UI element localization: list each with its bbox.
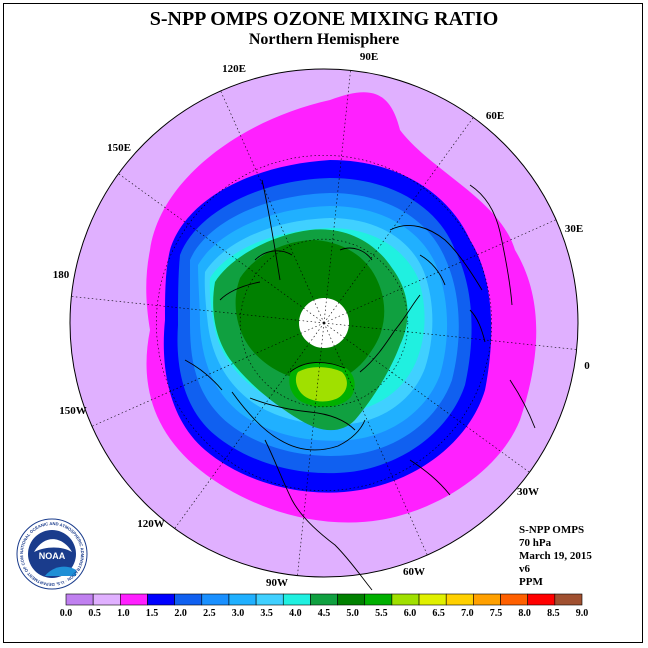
colorbar-swatch xyxy=(554,593,583,606)
colorbar-swatch xyxy=(445,593,474,606)
map-subtitle: Northern Hemisphere xyxy=(248,31,400,48)
colorbar-tick-label: 4.5 xyxy=(317,608,331,619)
colorbar-swatch xyxy=(65,593,94,606)
lon-label-60e: 60E xyxy=(485,110,505,122)
colorbar-tick-label: 6.5 xyxy=(432,608,445,619)
colorbar-swatch xyxy=(147,593,175,606)
noaa-logo: NOAA NATIONAL OCEANIC AND ATMOSPHERIC AD… xyxy=(16,518,88,590)
lon-label-150w: 150W xyxy=(59,405,87,417)
colorbar-swatch xyxy=(500,593,528,606)
colorbar-tick-label: 2.5 xyxy=(203,608,216,619)
info-version: v6 xyxy=(519,563,530,575)
colorbar-tick-label: 4.0 xyxy=(289,608,302,619)
latitude-circle-1 xyxy=(239,238,409,408)
colorbar-tick-label: 5.0 xyxy=(346,608,359,619)
colorbar-tick-label: 0.5 xyxy=(88,608,101,619)
colorbar-swatch xyxy=(120,593,148,606)
lon-label-90e: 90E xyxy=(359,51,379,63)
colorbar-swatch xyxy=(527,593,556,606)
colorbar-tick-label: 2.0 xyxy=(174,608,187,619)
colorbar-tick-label: 3.5 xyxy=(260,608,273,619)
lon-label-180: 180 xyxy=(52,269,70,281)
colorbar-swatch xyxy=(310,593,338,606)
lon-label-120w: 120W xyxy=(137,518,165,530)
colorbar-tick-label: 3.0 xyxy=(231,608,245,619)
colorbar-swatch xyxy=(337,593,366,606)
info-instrument: S-NPP OMPS xyxy=(519,524,585,536)
colorbar-tick-label: 1.0 xyxy=(117,608,130,619)
lon-label-0: 0 xyxy=(584,360,590,372)
colorbar-swatch xyxy=(92,593,121,606)
figure-frame xyxy=(3,3,643,643)
colorbar-tick-label: 6.0 xyxy=(403,608,417,619)
lon-label-120e: 120E xyxy=(222,63,246,75)
info-date: March 19, 2015 xyxy=(519,550,592,562)
colorbar-tick-label: 1.5 xyxy=(145,608,159,619)
colorbar-tick-label: 7.0 xyxy=(461,608,474,619)
ozone-field xyxy=(146,92,537,523)
map-border xyxy=(69,68,579,578)
band-6-0 xyxy=(295,367,347,402)
colorbar-swatch xyxy=(391,593,420,606)
colorbar-swatch xyxy=(364,593,393,606)
colorbar-tick-label: 9.0 xyxy=(575,608,589,619)
colorbar-tick-label: 7.5 xyxy=(489,608,503,619)
info-units: PPM xyxy=(519,576,543,588)
lon-label-30w: 30W xyxy=(517,486,539,498)
colorbar-tick-label: 0.0 xyxy=(59,608,73,619)
colorbar-swatch xyxy=(473,593,501,606)
colorbar-swatch xyxy=(282,593,311,606)
lon-label-30e: 30E xyxy=(564,223,584,235)
map-title: S-NPP OMPS OZONE MIXING RATIO xyxy=(149,8,499,30)
colorbar-tick-label: 8.0 xyxy=(518,608,531,619)
colorbar-swatch xyxy=(228,593,257,606)
lon-label-150e: 150E xyxy=(107,142,131,154)
latitude-circle-2 xyxy=(156,155,492,491)
colorbar-swatch xyxy=(174,593,203,606)
colorbar-tick-label: 8.5 xyxy=(547,608,560,619)
colorbar-swatch xyxy=(255,593,284,606)
lon-label-60w: 60W xyxy=(403,566,425,578)
lon-label-90w: 90W xyxy=(266,577,288,589)
graticule xyxy=(71,70,577,576)
colorbar-swatch xyxy=(201,593,230,606)
colorbar-swatch xyxy=(418,593,447,606)
colorbar-tick-label: 5.5 xyxy=(375,608,388,619)
info-level: 70 hPa xyxy=(519,537,552,549)
svg-text:NOAA: NOAA xyxy=(39,551,66,561)
coastlines xyxy=(184,179,536,591)
